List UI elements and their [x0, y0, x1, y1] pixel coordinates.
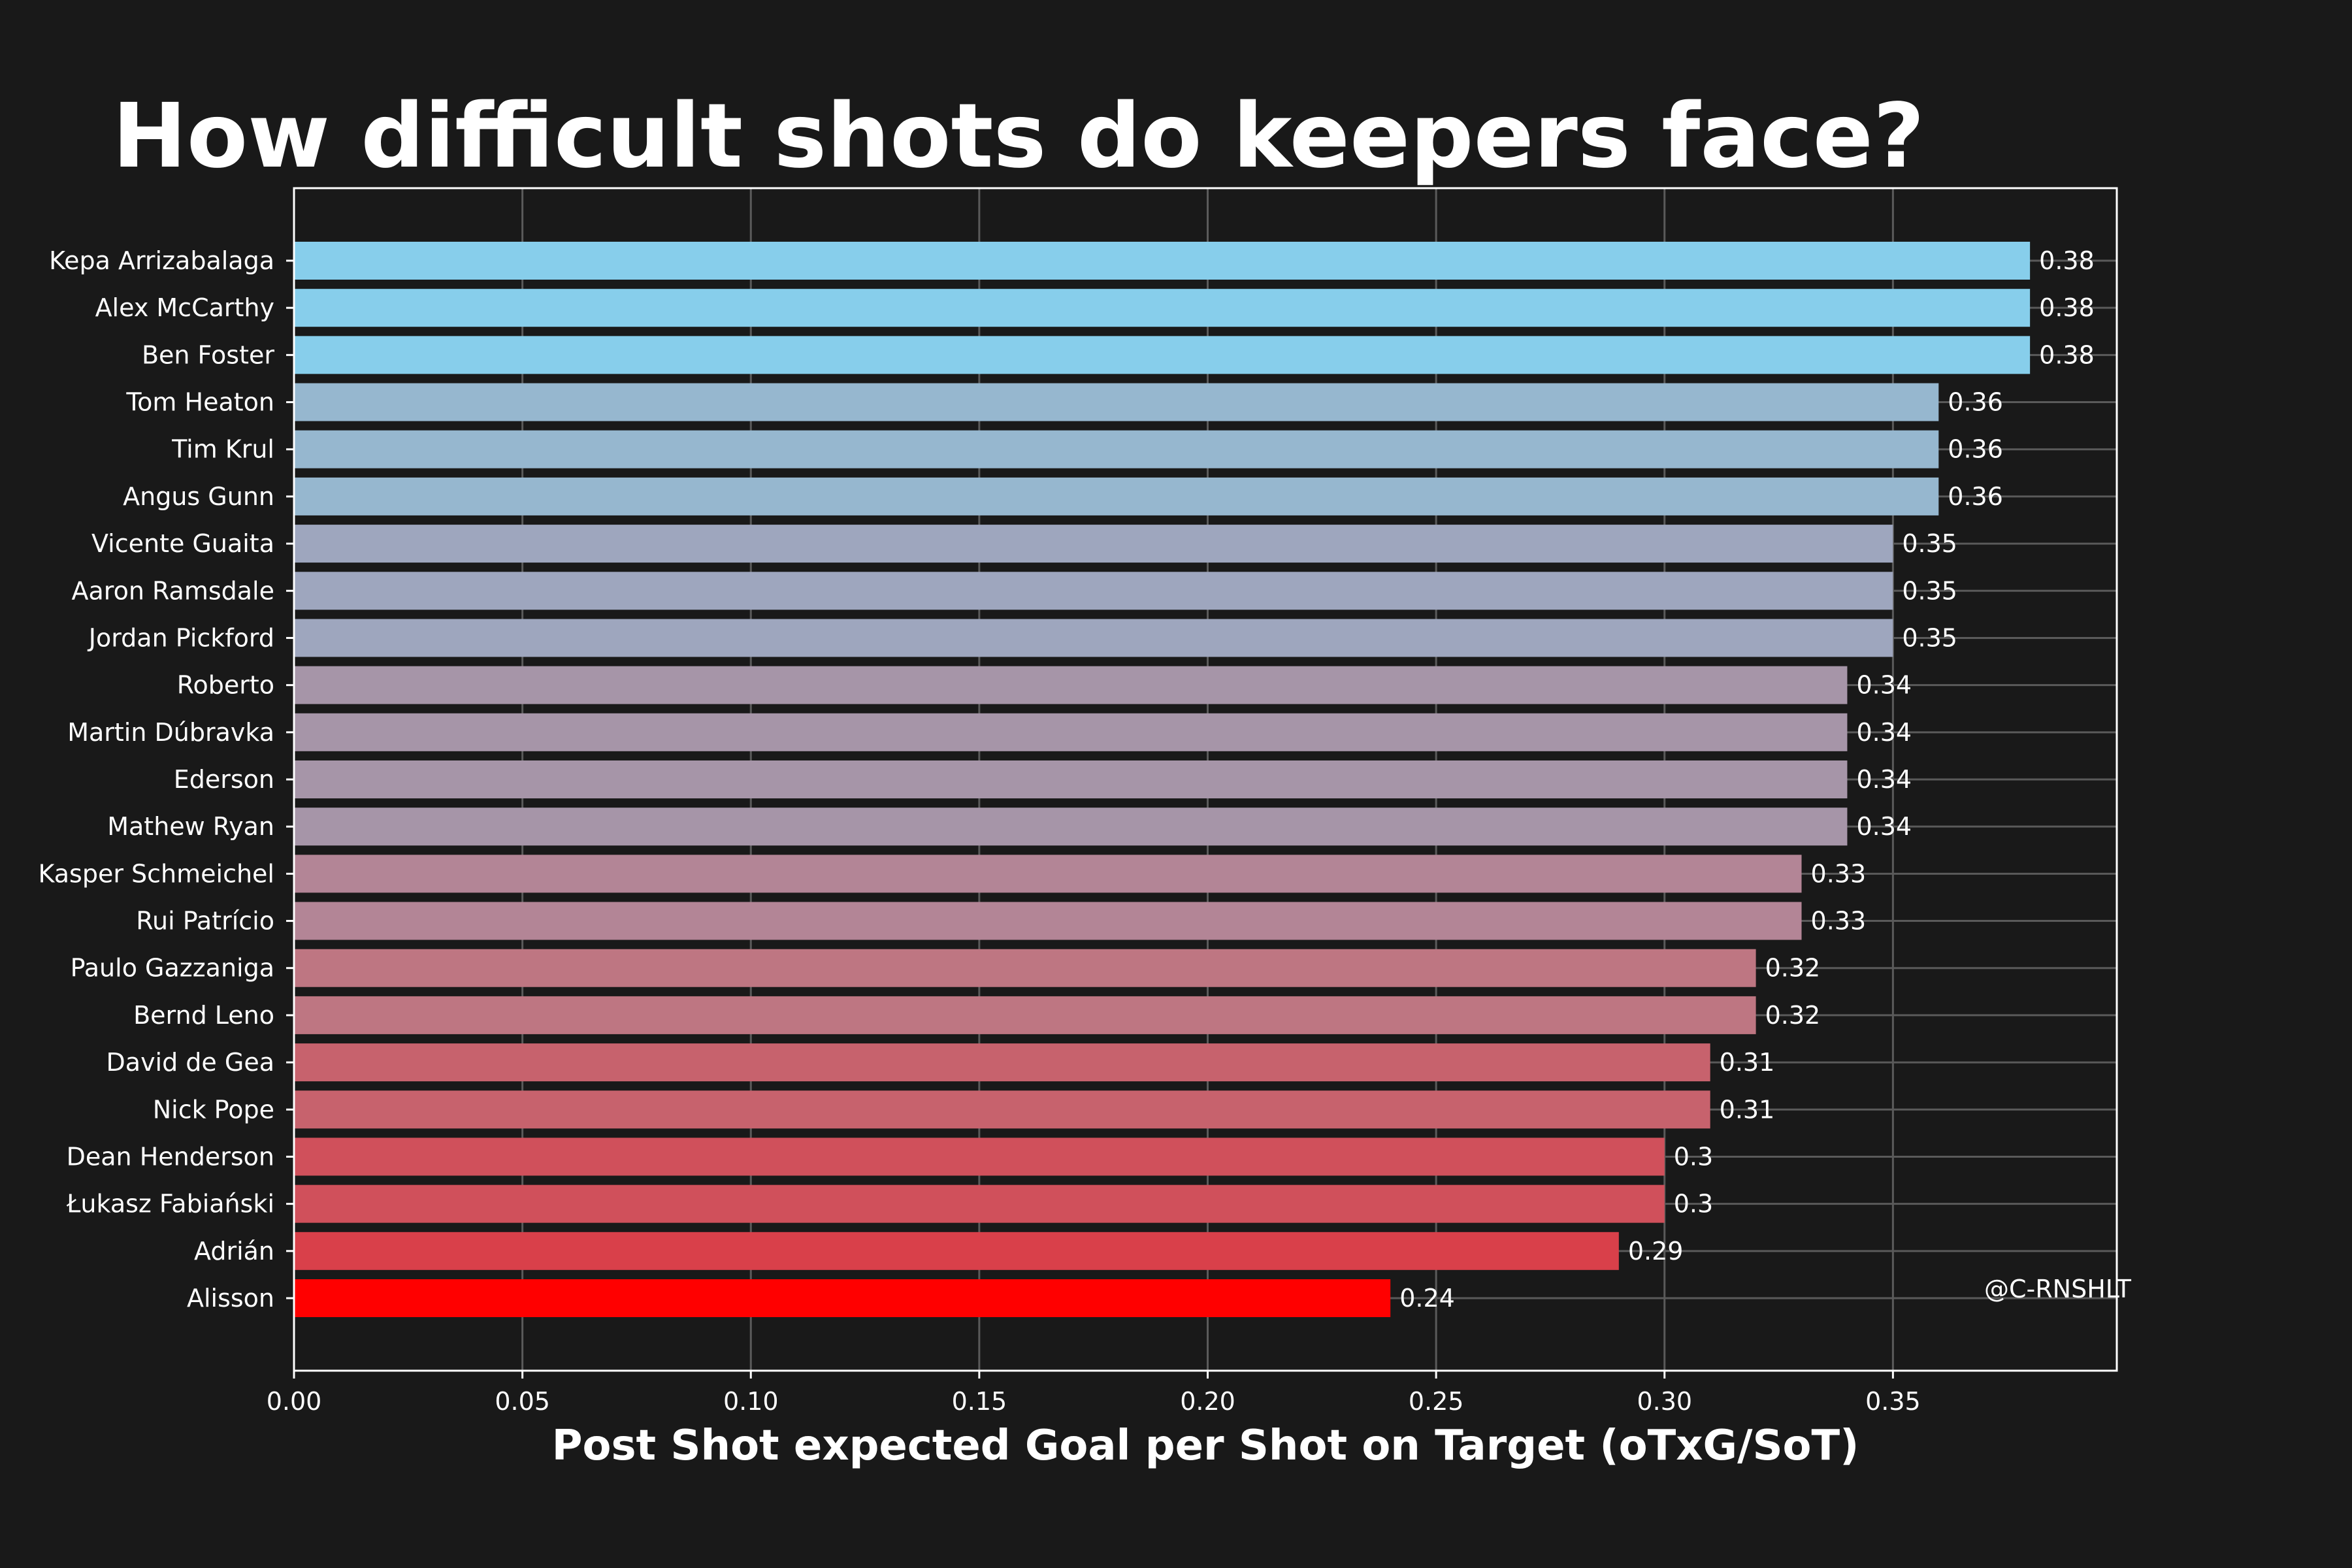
y-tick-label: Roberto — [177, 671, 274, 700]
bar-value-label: 0.34 — [1856, 812, 1912, 841]
y-tick-label: Angus Gunn — [123, 482, 274, 511]
bar-value-label: 0.36 — [1948, 482, 2003, 511]
x-axis-label: Post Shot expected Goal per Shot on Targ… — [552, 1422, 1859, 1470]
y-tick-label: Ben Foster — [142, 340, 274, 369]
bar-value-label: 0.3 — [1674, 1142, 1713, 1171]
bar-value-label: 0.24 — [1399, 1284, 1455, 1313]
x-tick-label: 0.30 — [1637, 1387, 1692, 1416]
bar-value-label: 0.38 — [2039, 246, 2095, 275]
y-tick-label: Tom Heaton — [125, 388, 274, 417]
x-tick-label: 0.20 — [1180, 1387, 1235, 1416]
bar — [294, 949, 1756, 987]
x-tick-label: 0.35 — [1865, 1387, 1921, 1416]
bar-value-label: 0.34 — [1856, 718, 1912, 747]
x-tick-label: 0.15 — [952, 1387, 1007, 1416]
bar — [294, 430, 1939, 468]
y-tick-label: Aaron Ramsdale — [72, 576, 275, 605]
x-tick-label: 0.10 — [723, 1387, 779, 1416]
y-tick-label: David de Gea — [106, 1048, 274, 1077]
bar — [294, 525, 1893, 563]
y-tick-labels: Kepa Arrizabalaga Alex McCarthy Ben Foster… — [38, 246, 294, 1313]
bar — [294, 902, 1802, 940]
bar-value-label: 0.32 — [1765, 1001, 1821, 1030]
bars — [294, 242, 2031, 1317]
x-ticks: 0.00 0.05 0.10 0.15 0.20 0.25 0.30 0.35 — [267, 1371, 1921, 1416]
bar — [294, 808, 1848, 846]
bar-value-label: 0.29 — [1628, 1237, 1684, 1266]
y-tick-label: Tim Krul — [171, 435, 274, 464]
bar — [294, 383, 1939, 421]
bar — [294, 760, 1848, 798]
y-tick-label: Nick Pope — [153, 1095, 274, 1124]
bar-value-label: 0.36 — [1948, 388, 2003, 417]
plot-frame — [293, 187, 2118, 1372]
bar-value-label: 0.35 — [1902, 529, 1957, 558]
y-tick-label: Martin Dúbravka — [67, 718, 274, 747]
y-tick-label: Ederson — [174, 765, 274, 794]
bar — [294, 1043, 1710, 1082]
y-tick-label: Dean Henderson — [67, 1142, 274, 1171]
bar — [294, 1137, 1665, 1176]
value-labels: 0.38 0.38 0.38 0.36 0.36 0.36 0.35 0.35 0.35 0.34… — [1399, 246, 2095, 1313]
bar-value-label: 0.31 — [1720, 1095, 1775, 1124]
y-tick-label: Łukasz Fabiański — [66, 1190, 274, 1218]
bar — [294, 1090, 1710, 1129]
bar — [294, 1184, 1665, 1223]
x-tick-label: 0.00 — [267, 1387, 322, 1416]
bar-value-label: 0.34 — [1856, 671, 1912, 700]
y-tick-label: Mathew Ryan — [107, 812, 274, 841]
bar-value-label: 0.33 — [1811, 859, 1867, 888]
y-tick-label: Alisson — [187, 1284, 274, 1313]
bar — [294, 242, 2031, 280]
bar — [294, 855, 1802, 893]
y-tick-label: Kepa Arrizabalaga — [49, 246, 274, 275]
bar-value-label: 0.32 — [1765, 954, 1821, 983]
x-tick-label: 0.25 — [1409, 1387, 1464, 1416]
bar — [294, 336, 2031, 374]
bar — [294, 289, 2031, 327]
bar-value-label: 0.34 — [1856, 765, 1912, 794]
y-tick-label: Paulo Gazzaniga — [71, 954, 274, 983]
bar — [294, 713, 1848, 751]
bar-value-label: 0.38 — [2039, 340, 2095, 369]
y-tick-label: Vicente Guaita — [91, 529, 274, 558]
bar — [294, 572, 1893, 610]
bar — [294, 477, 1939, 515]
bar-value-label: 0.38 — [2039, 293, 2095, 322]
y-tick-label: Kasper Schmeichel — [38, 859, 274, 888]
y-tick-label: Bernd Leno — [133, 1001, 274, 1030]
bar-value-label: 0.36 — [1948, 435, 2003, 464]
bar-value-label: 0.33 — [1811, 907, 1867, 936]
y-tick-label: Alex McCarthy — [95, 293, 274, 322]
bar — [294, 996, 1756, 1034]
chart-title: How difficult shots do keepers face? — [112, 85, 1925, 188]
y-tick-label: Adrián — [194, 1237, 274, 1266]
bar-value-label: 0.35 — [1902, 576, 1957, 605]
bar-value-label: 0.35 — [1902, 623, 1957, 652]
bar — [294, 1279, 1391, 1317]
bar — [294, 619, 1893, 657]
bar-value-label: 0.3 — [1674, 1190, 1713, 1218]
watermark: @C-RNSHLT — [1984, 1275, 2132, 1303]
bar-value-label: 0.31 — [1720, 1048, 1775, 1077]
y-tick-label: Rui Patrício — [136, 907, 274, 936]
x-tick-label: 0.05 — [495, 1387, 550, 1416]
y-tick-label: Jordan Pickford — [88, 623, 274, 652]
bar — [294, 666, 1848, 704]
bar — [294, 1232, 1619, 1270]
